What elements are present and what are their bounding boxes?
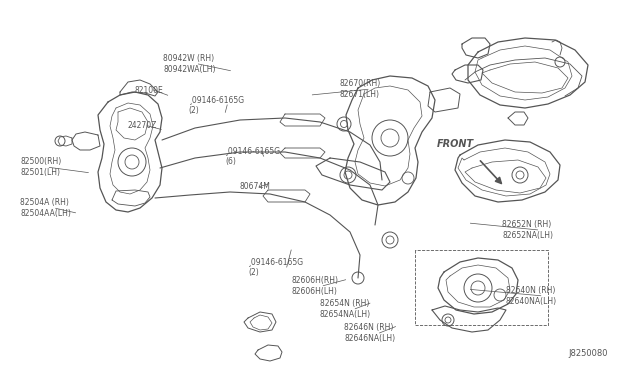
Text: 24270Z: 24270Z (128, 121, 157, 130)
Text: J8250080: J8250080 (568, 349, 608, 358)
Circle shape (442, 314, 454, 326)
Text: 82100E: 82100E (134, 86, 163, 94)
Text: 82670(RH)
82671(LH): 82670(RH) 82671(LH) (339, 79, 380, 99)
Text: ¸09146-6165G
(2): ¸09146-6165G (2) (189, 95, 245, 115)
Circle shape (340, 167, 356, 183)
Circle shape (382, 232, 398, 248)
Text: ¸09146-6165G
(6): ¸09146-6165G (6) (225, 146, 282, 166)
Text: 82646N (RH)
82646NA(LH): 82646N (RH) 82646NA(LH) (344, 323, 396, 343)
Text: 82640N (RH)
82640NA(LH): 82640N (RH) 82640NA(LH) (506, 286, 557, 306)
Text: 80674M: 80674M (240, 182, 271, 191)
Text: 82652N (RH)
82652NA(LH): 82652N (RH) 82652NA(LH) (502, 220, 554, 240)
Text: 82654N (RH)
82654NA(LH): 82654N (RH) 82654NA(LH) (320, 299, 371, 319)
Text: 80942W (RH)
80942WA(LH): 80942W (RH) 80942WA(LH) (163, 54, 216, 74)
Text: 82504A (RH)
82504AA(LH): 82504A (RH) 82504AA(LH) (20, 198, 71, 218)
Text: FRONT: FRONT (436, 139, 474, 149)
Text: 82606H(RH)
82606H(LH): 82606H(RH) 82606H(LH) (291, 276, 338, 296)
Circle shape (337, 117, 351, 131)
Text: 82500(RH)
82501(LH): 82500(RH) 82501(LH) (20, 157, 61, 177)
Text: ¸09146-6165G
(2): ¸09146-6165G (2) (248, 257, 305, 277)
